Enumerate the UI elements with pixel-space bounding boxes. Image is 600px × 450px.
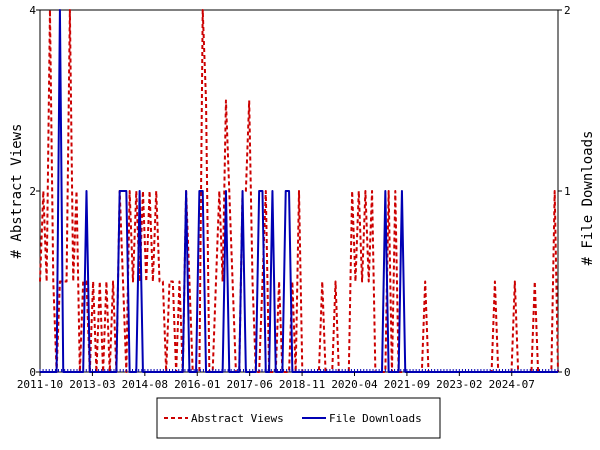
y-right-tick-label: 2 <box>564 4 571 17</box>
x-tick-label: 2018-11 <box>279 378 325 391</box>
y-right-tick-label: 1 <box>564 185 571 198</box>
y-left-tick-label: 2 <box>29 185 36 198</box>
y-left-tick-label: 4 <box>29 4 36 17</box>
x-tick-label: 2013-03 <box>69 378 115 391</box>
x-tick-label: 2014-08 <box>122 378 168 391</box>
y-axis-left-ticks: 0 2 4 <box>29 4 40 379</box>
x-tick-label: 2017-06 <box>226 378 272 391</box>
legend: Abstract Views File Downloads <box>156 397 441 439</box>
x-axis-ticks: 2011-10 2013-03 2014-08 2016-01 2017-06 2018-… <box>17 369 559 391</box>
legend-label-abstract-views: Abstract Views <box>191 412 284 425</box>
x-tick-label: 2024-07 <box>489 378 535 391</box>
y-left-tick-label: 0 <box>29 366 36 379</box>
legend-box <box>156 397 441 439</box>
y-axis-left-title: # Abstract Views <box>9 124 25 259</box>
y-right-tick-label: 0 <box>564 366 571 379</box>
x-tick-label: 2023-02 <box>436 378 482 391</box>
legend-label-file-downloads: File Downloads <box>329 412 422 425</box>
x-tick-label: 2011-10 <box>17 378 63 391</box>
x-tick-label: 2020-04 <box>331 378 378 391</box>
x-tick-label: 2021-09 <box>384 378 430 391</box>
y-axis-right-title: # File Downloads <box>580 131 596 266</box>
x-tick-label: 2016-01 <box>174 378 220 391</box>
y-axis-right-ticks: 0 1 2 <box>558 4 571 379</box>
